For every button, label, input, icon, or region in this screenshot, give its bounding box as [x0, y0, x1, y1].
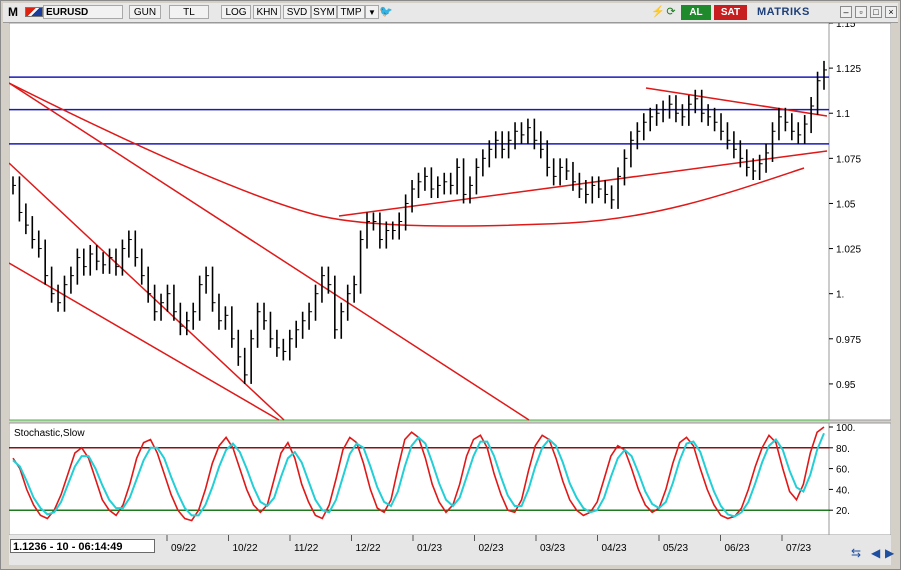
restore-icon[interactable]: ▫ — [855, 6, 867, 18]
price-chart — [9, 60, 829, 421]
channel-lower — [9, 262, 280, 421]
time-tick-label-1: 10/22 — [233, 543, 258, 554]
price-tick-label-3: 1.075 — [836, 154, 861, 165]
time-tick-label-7: 04/23 — [602, 543, 627, 554]
time-tick-label-2: 11/22 — [294, 543, 319, 554]
axis-labels: 1.15 1.125 1.1 1.075 1.05 1.025 1. 0.975 0.95 100… — [166, 23, 861, 554]
stoch-tick-label-4: 20. — [836, 506, 850, 517]
period-gun-button[interactable]: GUN — [129, 5, 161, 19]
time-tick-label-4: 01/23 — [417, 543, 442, 554]
brand-logo: MATRIKS — [757, 6, 810, 18]
symbol-field[interactable]: EURUSD — [43, 5, 123, 19]
dropdown-chevron-icon[interactable]: ▼ — [365, 5, 379, 19]
time-tick-label-6: 03/23 — [540, 543, 565, 554]
scroll-right-icon[interactable]: ▶ — [885, 546, 895, 560]
stochastic-title: Stochastic,Slow — [14, 428, 85, 439]
price-tick-label-5: 1.025 — [836, 245, 861, 256]
stoch-tick-label-2: 60. — [836, 465, 850, 476]
stoch-tick-label-0: 100. — [836, 423, 855, 434]
refresh-icon[interactable]: ⟳ — [666, 6, 676, 18]
time-tick-label-5: 02/23 — [479, 543, 504, 554]
twitter-bird-icon[interactable]: 🐦 — [379, 6, 393, 18]
svd-button[interactable]: SVD — [283, 5, 311, 19]
scroll-left-icon[interactable]: ◀ — [871, 546, 881, 560]
chart-toolbar: M EURUSD GUN TL LOG KHN SVD SYM TMP ▼ 🐦 … — [3, 3, 898, 23]
price-axis — [828, 23, 891, 421]
buy-button[interactable]: AL — [681, 5, 711, 20]
chart-svg[interactable]: Stochastic,Slow 1.151.1251.11.0751.051.0… — [9, 23, 891, 565]
price-tick-label-1: 1.125 — [836, 64, 861, 75]
channel-mid — [9, 82, 530, 421]
period-tl-button[interactable]: TL — [169, 5, 209, 19]
tmp-button[interactable]: TMP — [337, 5, 365, 19]
price-tick-label-7: 0.975 — [836, 335, 861, 346]
minimize-icon[interactable]: – — [840, 6, 852, 18]
time-axis — [9, 535, 891, 565]
time-tick-label-10: 07/23 — [786, 543, 811, 554]
lightning-icon[interactable]: ⚡ — [651, 6, 665, 18]
price-tick-label-6: 1. — [836, 290, 844, 301]
stoch-tick-label-3: 40. — [836, 485, 850, 496]
channel-upper — [9, 162, 285, 421]
time-tick-label-0: 09/22 — [171, 543, 196, 554]
sym-button[interactable]: SYM — [311, 5, 337, 19]
menu-m-icon[interactable]: M — [8, 5, 18, 19]
eu-us-flag-icon — [25, 7, 43, 17]
time-tick-label-9: 06/23 — [725, 543, 750, 554]
price-tick-label-0: 1.15 — [836, 23, 856, 30]
maximize-icon[interactable]: □ — [870, 6, 882, 18]
stoch-d-line — [12, 432, 825, 518]
time-tick-label-3: 12/22 — [356, 543, 381, 554]
sync-icon[interactable]: ⇆ — [851, 546, 862, 560]
price-readout: 1.1236 - 10 - 06:14:49 — [10, 539, 155, 553]
trend-support — [338, 150, 828, 217]
stochastic-axis — [828, 422, 891, 536]
price-tick-label-4: 1.05 — [836, 199, 856, 210]
price-tick-label-8: 0.95 — [836, 380, 856, 391]
khn-button[interactable]: KHN — [253, 5, 281, 19]
log-button[interactable]: LOG — [221, 5, 251, 19]
stoch-tick-label-1: 80. — [836, 444, 850, 455]
stochastic-chart: Stochastic,Slow — [9, 426, 829, 522]
close-icon[interactable]: × — [885, 6, 897, 18]
price-tick-label-2: 1.1 — [836, 109, 850, 120]
trend-resistance — [645, 87, 828, 117]
price-pane[interactable] — [9, 23, 830, 421]
sell-button[interactable]: SAT — [714, 5, 747, 20]
time-tick-label-8: 05/23 — [663, 543, 688, 554]
